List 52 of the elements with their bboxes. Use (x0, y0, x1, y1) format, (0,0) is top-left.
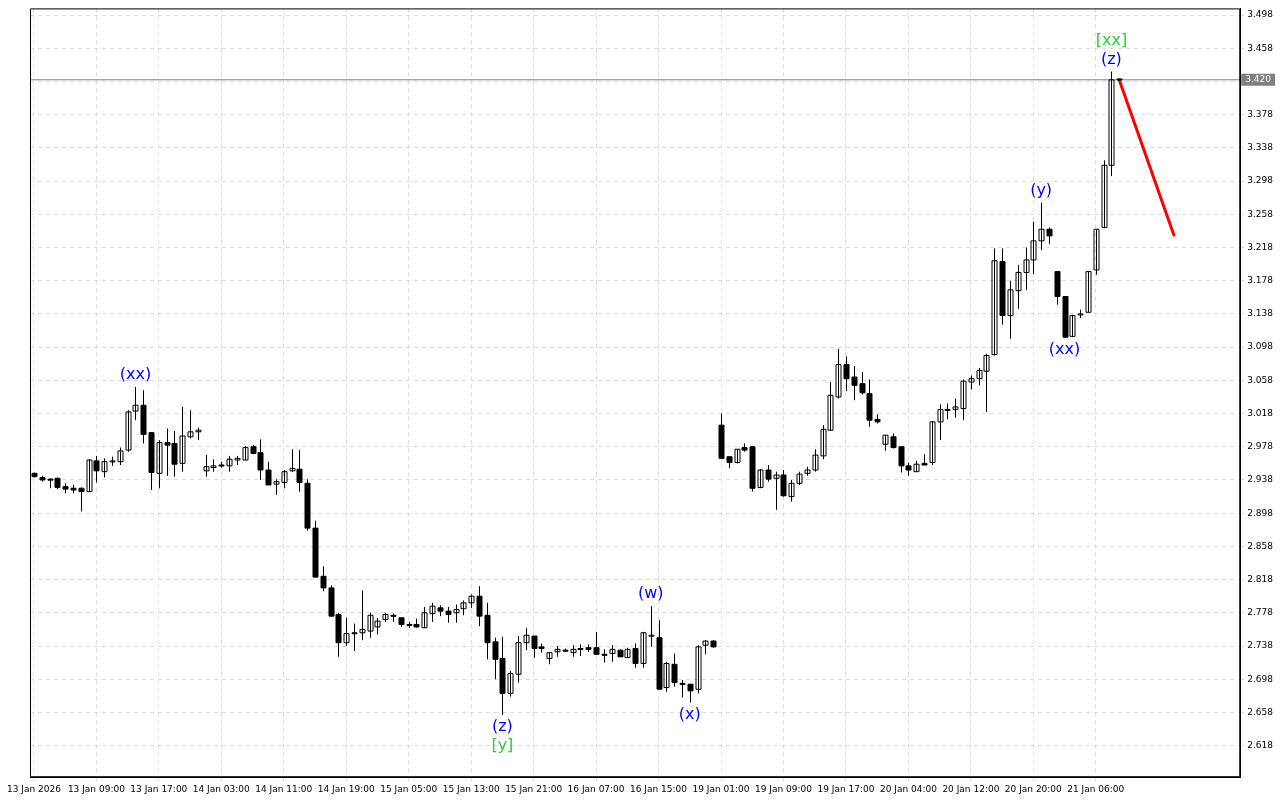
candlestick (1085, 271, 1092, 313)
x-tick-label: 20 Jan 12:00 (942, 783, 1000, 794)
y-tick-label: 2.618 (1247, 739, 1274, 750)
y-tick-label: 3.498 (1247, 9, 1274, 20)
annotation: (z) (1100, 48, 1122, 68)
y-tick-label: 3.338 (1247, 142, 1274, 153)
y-tick-label: 3.098 (1247, 341, 1274, 352)
annotation: (y) (1030, 179, 1053, 199)
y-tick-label: 2.658 (1247, 706, 1274, 717)
y-tick-label: 2.778 (1247, 607, 1274, 618)
y-tick-label: 3.018 (1247, 407, 1274, 418)
y-tick-label: 2.698 (1247, 673, 1274, 684)
y-tick-label: 2.738 (1247, 640, 1274, 651)
x-tick-label: 19 Jan 01:00 (692, 783, 750, 794)
y-tick-label: 3.218 (1247, 241, 1274, 252)
x-tick-label: 15 Jan 05:00 (380, 783, 438, 794)
x-tick-label: 16 Jan 07:00 (567, 783, 625, 794)
x-tick-label: 15 Jan 13:00 (442, 783, 500, 794)
y-tick-label: 3.298 (1247, 175, 1274, 186)
y-tick-label: 2.858 (1247, 540, 1274, 551)
annotation: [xx] (1095, 29, 1128, 49)
x-tick-label: 13 Jan 17:00 (130, 783, 188, 794)
candlestick (1093, 228, 1100, 276)
annotation: (xx) (1048, 339, 1081, 359)
y-tick-label: 2.938 (1247, 474, 1274, 485)
x-tick-label: 19 Jan 09:00 (754, 783, 813, 794)
y-tick-label: 3.138 (1247, 308, 1274, 319)
y-tick-label: 3.058 (1247, 374, 1274, 385)
x-tick-label: 21 Jan 06:00 (1067, 783, 1125, 794)
x-tick-label: 16 Jan 15:00 (630, 783, 688, 794)
y-tick-label: 2.818 (1247, 573, 1274, 584)
x-tick-label: 19 Jan 17:00 (817, 783, 875, 794)
annotation: (z) (491, 716, 513, 736)
x-tick-label: 13 Jan 2026 (6, 783, 62, 794)
annotation: (xx) (119, 364, 152, 384)
x-tick-label: 13 Jan 09:00 (67, 783, 126, 794)
y-tick-label: 2.978 (1247, 441, 1274, 452)
x-tick-label: 14 Jan 19:00 (317, 783, 375, 794)
y-tick-label: 3.258 (1247, 208, 1274, 219)
x-tick-label: 20 Jan 20:00 (1004, 783, 1063, 794)
x-tick-label: 15 Jan 21:00 (505, 783, 563, 794)
annotation: (x) (678, 703, 701, 723)
y-tick-label: 3.178 (1247, 275, 1274, 286)
y-tick-label: 3.458 (1247, 42, 1274, 53)
x-tick-label: 20 Jan 04:00 (879, 783, 938, 794)
ref-line-label: 3.420 (1245, 74, 1272, 85)
x-tick-label: 14 Jan 03:00 (192, 783, 251, 794)
annotation: [y] (491, 735, 514, 755)
y-tick-label: 2.898 (1247, 507, 1274, 518)
y-tick-label: 3.378 (1247, 109, 1274, 120)
annotation: (w) (637, 583, 664, 603)
x-tick-label: 14 Jan 11:00 (255, 783, 313, 794)
